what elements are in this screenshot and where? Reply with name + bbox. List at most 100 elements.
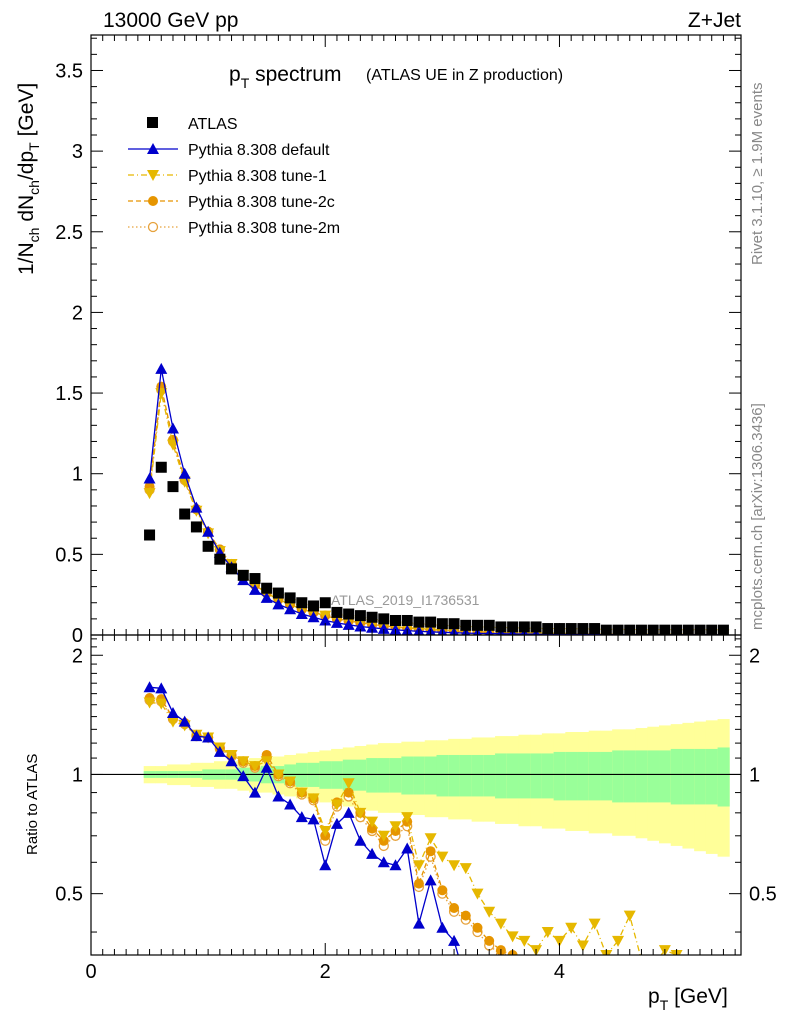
main-point-1-17 — [342, 618, 355, 630]
ratio-point-2-27 — [460, 910, 471, 921]
ratio-point-1-34 — [541, 927, 554, 939]
ratio-point-1-40 — [612, 935, 625, 947]
ratio-band-inner — [366, 758, 379, 793]
main-ytick-label: 0.5 — [55, 544, 83, 566]
legend: ATLAS Pythia 8.308 default Pythia 8.308 … — [128, 116, 340, 237]
main-point-0-25 — [436, 618, 448, 630]
legend-entry-tune-2m: Pythia 8.308 tune-2m — [128, 220, 340, 237]
ratio-point-1-2 — [166, 716, 179, 728]
main-panel: 0 0.5 1 1.5 2 2.5 3 3.5 pT spectrum (ATLAS UE i… — [15, 34, 742, 647]
main-point-0-32 — [518, 621, 530, 633]
x-axis-label-rest: [GeV] — [668, 985, 728, 1008]
ratio-ytick-label-right: 2 — [749, 645, 760, 667]
ratio-point-1-25 — [436, 851, 449, 863]
ratio-point-0-23 — [412, 917, 425, 929]
main-point-0-13 — [296, 597, 308, 609]
ratio-point-1-19 — [366, 816, 379, 828]
ratio-band-inner — [448, 754, 461, 797]
ratio-band-inner — [413, 756, 426, 795]
header-left-label: 13000 GeV pp — [103, 9, 238, 32]
ratio-band-inner — [612, 750, 625, 803]
main-series-line-2 — [148, 392, 724, 635]
ratio-point-0-24 — [424, 874, 437, 886]
ratio-point-1-38 — [588, 918, 601, 930]
ratio-point-1-0 — [143, 697, 156, 709]
ratio-point-1-36 — [565, 922, 578, 934]
main-point-1-10 — [260, 591, 273, 603]
ratio-point-1-1 — [155, 698, 168, 710]
ratio-xtick-label: 0 — [85, 961, 96, 983]
ratio-band-inner — [623, 750, 636, 803]
ratio-xtick-label: 2 — [320, 961, 331, 983]
ratio-point-0-20 — [377, 856, 390, 868]
legend-entry-atlas: ATLAS — [147, 116, 238, 133]
ratio-point-0-14 — [307, 813, 320, 825]
main-point-0-26 — [448, 618, 460, 630]
ratio-point-1-17 — [342, 778, 355, 790]
main-point-0-18 — [354, 610, 366, 622]
ratio-band-inner — [459, 754, 473, 797]
legend-label-default: Pythia 8.308 default — [188, 142, 330, 159]
main-series-0 — [144, 461, 729, 635]
ratio-point-0-16 — [330, 817, 343, 829]
ratio-band-inner — [471, 754, 484, 797]
main-point-0-30 — [495, 621, 507, 633]
main-point-0-37 — [577, 623, 589, 635]
ratio-series-line-1 — [149, 701, 677, 955]
ratio-band-inner — [483, 754, 496, 797]
plot-title-rest: spectrum — [249, 63, 341, 86]
ratio-point-2-28 — [472, 922, 483, 933]
ratio-point-0-15 — [319, 859, 332, 871]
ratio-point-0-13 — [295, 811, 308, 823]
ratio-point-0-2 — [166, 706, 179, 718]
ratio-point-0-11 — [272, 790, 285, 802]
main-point-1-11 — [272, 598, 285, 610]
legend-label-tune-2c: Pythia 8.308 tune-2c — [188, 194, 335, 211]
x-axis-label-sub: T — [660, 997, 669, 1013]
main-ytick-label: 1.5 — [55, 383, 83, 405]
ratio-point-1-18 — [354, 807, 367, 819]
main-point-0-17 — [343, 608, 355, 620]
ratio-band-inner — [670, 748, 683, 805]
ratio-band-inner — [354, 759, 367, 791]
ratio-band-inner — [694, 748, 707, 805]
ratio-point-0-8 — [237, 770, 250, 782]
ratio-point-1-37 — [576, 940, 589, 952]
ratio-point-1-16 — [330, 799, 343, 811]
plot-title-sub: T — [241, 75, 250, 91]
plot-title: pT spectrum — [229, 63, 341, 91]
main-point-0-12 — [284, 592, 296, 604]
ratio-point-0-9 — [248, 786, 261, 798]
ratio-ytick-label: 2 — [72, 645, 83, 667]
ratio-point-1-11 — [272, 769, 285, 781]
ratio-point-2-29 — [484, 935, 495, 946]
main-point-0-15 — [319, 597, 331, 609]
header-right-label: Z+Jet — [688, 9, 741, 32]
ratio-band-inner — [717, 747, 730, 807]
ratio-point-1-27 — [459, 863, 472, 875]
ratio-band-inner — [436, 754, 449, 797]
main-point-0-38 — [589, 623, 601, 635]
ratio-band-inner — [577, 751, 590, 801]
main-point-0-3 — [179, 508, 191, 520]
ratio-band-inner — [401, 756, 414, 795]
main-ytick-label: 2 — [72, 302, 83, 324]
ratio-point-1-15 — [319, 825, 332, 837]
ratio-point-1-31 — [506, 931, 519, 943]
mcplots-label: mcplots.cern.ch [arXiv:1306.3436] — [749, 403, 766, 630]
main-point-1-16 — [330, 616, 343, 628]
ratio-point-0-21 — [389, 859, 402, 871]
ratio-point-1-26 — [448, 860, 461, 872]
ratio-point-0-6 — [213, 745, 226, 757]
main-point-0-28 — [471, 619, 483, 631]
ratio-band-inner — [659, 750, 672, 803]
ratio-point-0-3 — [178, 715, 191, 727]
ratio-point-1-8 — [237, 756, 250, 768]
ratio-point-2-26 — [449, 903, 460, 914]
ratio-point-1-30 — [494, 918, 507, 930]
ratio-panel: 0.5 0.5 1 1 2 2 0 2 4 Ratio to ATLAS pT [GeV] — [24, 634, 777, 1013]
ratio-ytick-label: 0.5 — [55, 884, 83, 906]
main-point-1-1 — [155, 362, 168, 374]
main-point-0-11 — [272, 587, 284, 599]
